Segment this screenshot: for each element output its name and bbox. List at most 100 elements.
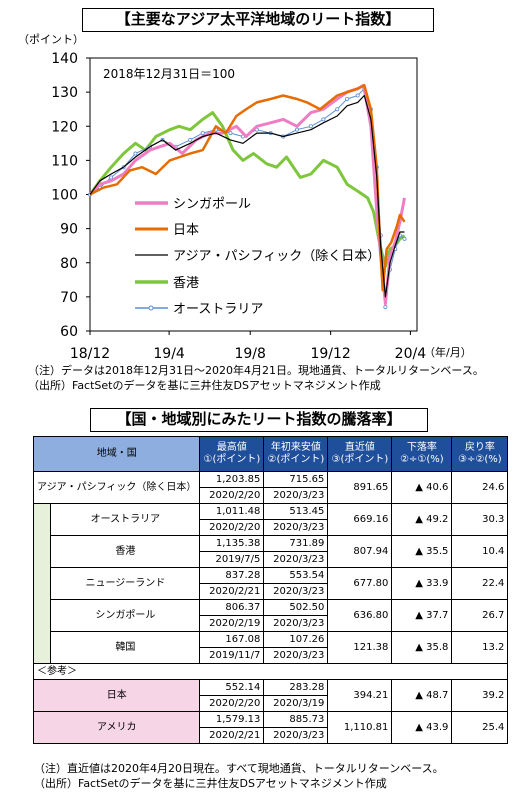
cell-latest: 891.65 bbox=[327, 471, 393, 504]
legend-label-3: 香港 bbox=[173, 276, 199, 291]
cell-high-date: 2019/11/7 bbox=[199, 647, 265, 664]
cell-latest: 121.38 bbox=[327, 631, 393, 664]
cell-high-date: 2020/2/21 bbox=[199, 583, 265, 600]
header-rebound: 戻り率 ③÷②(%) bbox=[451, 436, 509, 472]
table-row-dates: 2020/2/20 2020/3/23 bbox=[34, 519, 508, 536]
table-row: オーストラリア 1,011.48 513.45 669.16 ▲ 49.2 30… bbox=[32, 503, 509, 664]
cell-high: 1,579.13 bbox=[199, 711, 265, 728]
chart-title: 【主要なアジア太平洋地域のリート指数】 bbox=[82, 8, 434, 32]
table-note: （注）直近値は2020年4月20日現在。すべて現地通貨、トータルリターンベース。 bbox=[34, 762, 444, 775]
y-tick-label: 140 bbox=[51, 51, 78, 67]
cell-high: 837.28 bbox=[199, 567, 265, 584]
cell-latest: 669.16 bbox=[327, 503, 393, 536]
series-line-2 bbox=[89, 94, 405, 298]
table-header-row: 地域・国 最高値 ①(ポイント) 年初来安値 ②(ポイント) 直近値 ③(ポイント) … bbox=[32, 436, 509, 472]
legend-label-0: シンガポール bbox=[173, 197, 251, 212]
table-row-dates: 2020/2/20 2020/3/19 bbox=[34, 695, 508, 712]
header-drop-line2: ②÷①(%) bbox=[400, 454, 444, 465]
header-low: 年初来安値 ②(ポイント) bbox=[263, 436, 329, 472]
series-marker-4 bbox=[295, 127, 300, 132]
table-title: 【国・地域別にみたリート指数の騰落率】 bbox=[90, 408, 428, 432]
legend-label-4: オーストラリア bbox=[173, 302, 263, 317]
y-tick-label: 90 bbox=[60, 222, 78, 238]
header-high-line1: 最高値 bbox=[216, 442, 247, 453]
table-row: ニュージーランド 837.28 553.54 677.80 ▲ 33.9 22.… bbox=[34, 567, 509, 600]
chart-note: （注）データは2018年12月31日～2020年4月21日。現地通貨、トータルリ… bbox=[28, 364, 484, 377]
cell-low-date: 2020/3/23 bbox=[263, 551, 329, 568]
table-row-dates: 2020/2/21 2020/3/23 bbox=[34, 727, 508, 744]
cell-latest: 677.80 bbox=[327, 567, 393, 600]
table-row-dates: 2020/2/19 2020/3/23 bbox=[34, 615, 508, 632]
legend-label-1: 日本 bbox=[173, 223, 199, 238]
cell-rebound: 10.4 bbox=[451, 535, 509, 568]
header-drop: 下落率 ②÷①(%) bbox=[391, 436, 453, 472]
x-tick-label: 19/12 bbox=[310, 346, 350, 362]
x-axis-unit: （年/月） bbox=[424, 345, 472, 359]
header-latest-line2: ③(ポイント) bbox=[331, 454, 389, 465]
cell-drop: ▲ 49.2 bbox=[391, 503, 453, 536]
series-marker-4 bbox=[355, 93, 360, 98]
legend-marker-4 bbox=[148, 305, 154, 311]
series-marker-4 bbox=[383, 305, 388, 310]
series-marker-4 bbox=[228, 131, 233, 136]
cell-low-date: 2020/3/23 bbox=[263, 615, 329, 632]
cell-low: 513.45 bbox=[263, 503, 329, 520]
y-tick-label: 60 bbox=[60, 324, 78, 340]
cell-drop: ▲ 33.9 bbox=[391, 567, 453, 600]
header-latest-line1: 直近値 bbox=[344, 442, 375, 453]
cell-high-date: 2020/2/19 bbox=[199, 615, 265, 632]
cell-drop: ▲ 48.7 bbox=[391, 679, 453, 712]
header-low-line2: ②(ポイント) bbox=[267, 454, 325, 465]
cell-high-date: 2020/2/20 bbox=[199, 487, 265, 504]
chart-source: （出所）FactSetのデータを基に三井住友DSアセットマネジメント作成 bbox=[28, 379, 381, 392]
cell-low: 885.73 bbox=[263, 711, 329, 728]
table-row: 香港 1,135.38 731.89 807.94 ▲ 35.5 10.4 bbox=[34, 535, 509, 568]
line-chart: 60 70 80 90 100 110 120 130 140 18/12 19/4 19/8 19/1… bbox=[18, 33, 472, 362]
cell-rebound: 25.4 bbox=[451, 711, 509, 744]
x-tick-label: 19/4 bbox=[153, 346, 185, 362]
header-high-line2: ①(ポイント) bbox=[203, 454, 261, 465]
table-row: アジア・パシフィック（除く日本） 1,203.85 715.65 891.65 … bbox=[32, 471, 509, 504]
cell-low: 731.89 bbox=[263, 535, 329, 552]
row-name: 日本 bbox=[32, 679, 201, 712]
cell-latest: 1,110.81 bbox=[327, 711, 393, 744]
row-name: シンガポール bbox=[50, 599, 201, 632]
y-axis-label: （ポイント） bbox=[18, 33, 84, 46]
cell-low: 553.54 bbox=[263, 567, 329, 584]
table-row-dates: 2020/2/20 2020/3/23 bbox=[34, 487, 508, 504]
y-tick-label: 120 bbox=[51, 119, 78, 135]
header-region: 地域・国 bbox=[32, 436, 201, 472]
series-marker-4 bbox=[335, 107, 340, 112]
table-row: 日本 552.14 283.28 394.21 ▲ 48.7 39.2 bbox=[32, 679, 509, 712]
cell-latest: 807.94 bbox=[327, 535, 393, 568]
cell-rebound: 26.7 bbox=[451, 599, 509, 632]
cell-rebound: 13.2 bbox=[451, 631, 509, 664]
performance-table: 地域・国 最高値 ①(ポイント) 年初来安値 ②(ポイント) 直近値 ③(ポイント) … bbox=[32, 436, 509, 744]
cell-drop: ▲ 35.5 bbox=[391, 535, 453, 568]
cell-latest: 636.80 bbox=[327, 599, 393, 632]
base-annotation: 2018年12月31日＝100 bbox=[103, 67, 235, 81]
x-tick-label: 18/12 bbox=[70, 346, 110, 362]
cell-rebound: 24.6 bbox=[451, 471, 509, 504]
series-marker-4 bbox=[109, 175, 114, 180]
cell-drop: ▲ 37.7 bbox=[391, 599, 453, 632]
reference-label-row: ＜参考＞ bbox=[32, 663, 509, 680]
reference-label: ＜参考＞ bbox=[32, 663, 509, 680]
cell-low: 107.26 bbox=[263, 631, 329, 648]
table-row: アメリカ 1,579.13 885.73 1,110.81 ▲ 43.9 25.… bbox=[32, 711, 509, 744]
indent-band bbox=[32, 503, 52, 664]
y-tick-label: 110 bbox=[51, 153, 78, 169]
table-row: 韓国 167.08 107.26 121.38 ▲ 35.8 13.2 bbox=[34, 631, 509, 664]
header-low-line1: 年初来安値 bbox=[270, 442, 321, 453]
row-name: オーストラリア bbox=[50, 503, 201, 536]
header-rebound-line1: 戻り率 bbox=[464, 442, 495, 453]
series-marker-4 bbox=[402, 236, 407, 241]
header-high: 最高値 ①(ポイント) bbox=[199, 436, 265, 472]
cell-high-date: 2020/2/21 bbox=[199, 727, 265, 744]
cell-high: 1,203.85 bbox=[199, 471, 265, 488]
header-latest: 直近値 ③(ポイント) bbox=[327, 436, 393, 472]
cell-rebound: 39.2 bbox=[451, 679, 509, 712]
cell-latest: 394.21 bbox=[327, 679, 393, 712]
table-row-dates: 2019/11/7 2020/3/23 bbox=[34, 647, 508, 664]
cell-drop: ▲ 43.9 bbox=[391, 711, 453, 744]
